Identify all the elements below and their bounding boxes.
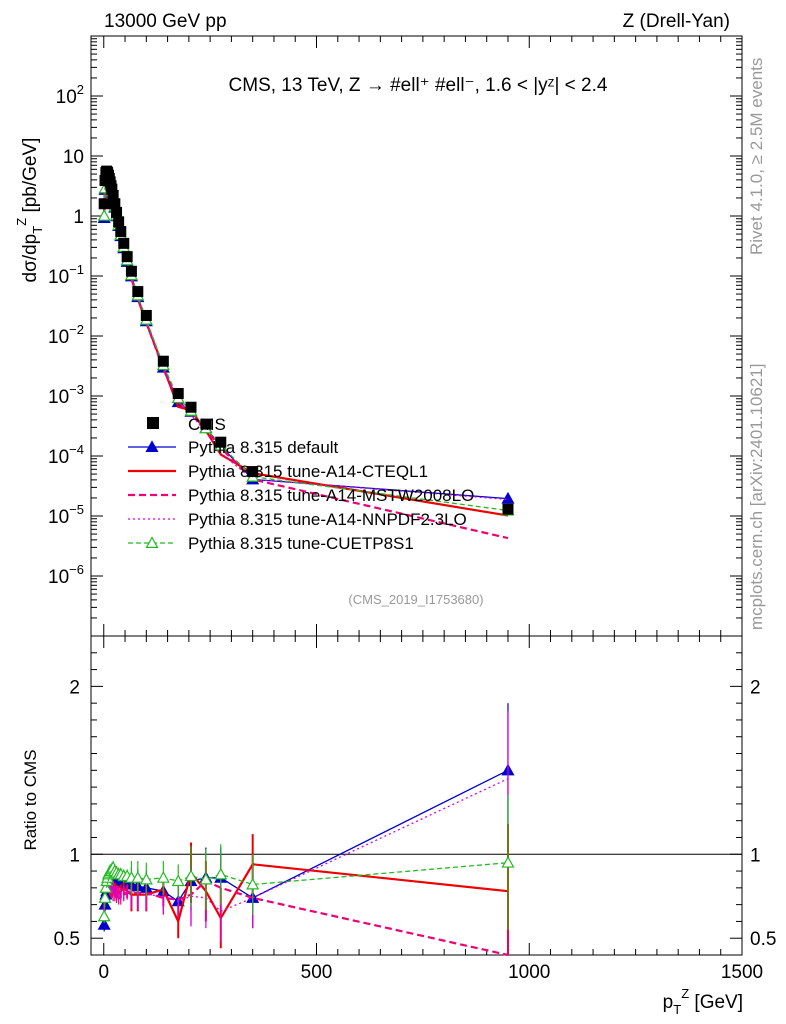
ratio-marker [99,881,113,893]
series-line-ratio [103,769,509,925]
header-right-label: Z (Drell-Yan) [623,11,730,32]
y-tick-label: 10−6 [48,562,84,588]
legend-marker [145,536,159,549]
ratio-marker [246,877,260,890]
legend-label: Pythia 8.315 tune-CUETP8S1 [188,534,414,553]
ratio-marker [139,872,153,885]
x-axis-title: pTZ [GeV] [663,986,743,1017]
data-point [502,503,514,515]
data-point [200,418,212,430]
legend-label: Pythia 8.315 tune-A14-CTEQL1 [188,462,428,481]
ratio-tick-label: 0.5 [54,929,80,950]
data-point [157,355,169,367]
data-point [106,183,118,195]
x-tick-label: 1000 [508,962,550,983]
ratio-marker [214,867,228,880]
data-point [132,286,144,298]
ratio-tick-label-right: 1 [750,845,761,866]
y-tick-label: 102 [56,82,84,108]
data-point [113,216,125,228]
y-tick-exponent: −2 [69,322,84,337]
y-tick-exponent: −6 [69,562,84,577]
x-tick-label: 500 [301,962,333,983]
ratio-marker [131,871,145,883]
data-point [121,251,133,263]
legend-label: Pythia 8.315 tune-A14-NNPDF2.3LO [188,510,467,529]
data-point [185,401,197,413]
legend-label: Pythia 8.315 tune-A14-MSTW2008LO [188,486,474,505]
ratio-plot-frame [90,635,743,956]
data-point [111,206,123,218]
x-tick-label: 0 [98,962,109,983]
ratio-tick-label: 2 [69,677,80,698]
ratio-marker [98,891,112,903]
data-point [107,189,119,201]
ratio-marker [171,874,185,887]
axes-frames: 0 500 1000 1500 10−6 10−5 10−4 10−3 10−2 10−1 1 10 1… [48,35,776,983]
y-tick-label: 1 [73,207,84,228]
legend-label: Pythia 8.315 default [188,438,339,457]
ratio-marker [97,918,111,930]
y-tick-exponent: −1 [69,262,84,277]
main-marker [501,491,515,504]
y-tick-exponent: 2 [77,82,84,97]
x-tick-label: 1500 [721,962,763,983]
data-point [125,265,137,277]
ratio-series-layer [97,703,515,957]
y-tick-exponent: −4 [69,442,84,457]
ratio-marker [97,909,111,922]
data-point [140,309,152,321]
y-tick-label: 10−4 [48,442,84,468]
legend-marker [145,440,159,452]
series-line-ratio [103,778,509,913]
y-tick-label: 10 [63,147,84,168]
y-tick-label: 10−3 [48,382,84,408]
ratio-tick-label-right: 0.5 [750,929,776,950]
ratio-marker [199,872,213,885]
ratio-marker [156,871,170,883]
data-point [172,388,184,400]
data-point [98,198,110,210]
ratio-tick-label: 1 [69,845,80,866]
ratio-marker [501,855,515,868]
legend-label-data: CMS [188,415,226,434]
data-point [247,466,259,478]
legend: CMS Pythia 8.315 default Pythia 8.315 tune… [128,415,474,553]
plot-title: CMS, 13 TeV, Z → #ell⁺ #ell⁻, 1.6 < |yᶻ|… [229,75,608,96]
mcplots-label: mcplots.cern.ch [arXiv:2401.10621] [747,364,766,630]
data-point [109,198,121,210]
ratio-axis-title: Ratio to CMS [21,749,40,850]
header-left-label: 13000 GeV pp [104,11,227,32]
ratio-tick-label-right: 2 [750,677,761,698]
y-axis-title: dσ/dpTZ [pb/GeV] [14,138,45,283]
data-point [215,436,227,448]
main-series-layer [97,165,515,540]
main-marker [97,209,111,221]
data-point [115,226,127,238]
data-point [118,237,130,249]
y-tick-label: 10−5 [48,502,84,528]
y-tick-label: 10−1 [48,262,84,288]
series-line-ratio [103,863,509,925]
y-tick-label: 10−2 [48,322,84,348]
series-line-main [103,174,509,512]
legend-marker-data [147,417,159,429]
ratio-marker [184,869,198,882]
analysis-id-label: (CMS_2019_I1753680) [348,592,483,607]
y-tick-exponent: −5 [69,502,84,517]
y-tick-exponent: −3 [69,382,84,397]
rivet-version-label: Rivet 4.1.0, ≥ 2.5M events [747,58,766,255]
